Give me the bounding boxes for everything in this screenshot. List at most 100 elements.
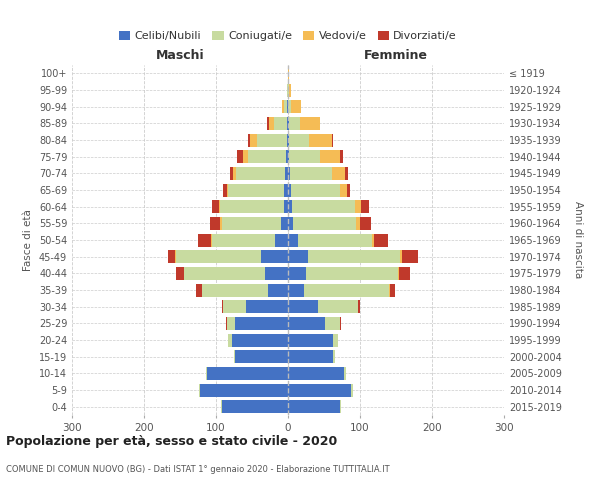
Text: Maschi: Maschi: [155, 48, 205, 62]
Bar: [389, 284, 395, 296]
Bar: [234, 350, 235, 363]
Bar: [332, 134, 334, 146]
Bar: [246, 300, 288, 313]
Bar: [288, 134, 289, 146]
Bar: [340, 317, 341, 330]
Bar: [288, 100, 291, 113]
Bar: [235, 317, 288, 330]
Bar: [292, 200, 355, 213]
Bar: [289, 134, 309, 146]
Bar: [287, 134, 288, 146]
Bar: [208, 367, 288, 380]
Bar: [352, 384, 353, 396]
Bar: [304, 284, 389, 296]
Bar: [340, 400, 341, 413]
Bar: [198, 234, 211, 246]
Bar: [358, 300, 360, 313]
Bar: [289, 84, 291, 96]
Bar: [402, 250, 418, 263]
Bar: [318, 300, 358, 313]
Bar: [275, 234, 288, 246]
Bar: [284, 100, 287, 113]
Bar: [274, 117, 287, 130]
Bar: [233, 167, 236, 180]
Bar: [288, 167, 290, 180]
Bar: [248, 134, 250, 146]
Bar: [371, 234, 374, 246]
Bar: [285, 167, 288, 180]
Bar: [361, 200, 370, 213]
Bar: [355, 200, 361, 213]
Bar: [226, 317, 227, 330]
Bar: [202, 284, 268, 296]
Bar: [340, 184, 347, 196]
Bar: [288, 384, 352, 396]
Text: Popolazione per età, sesso e stato civile - 2020: Popolazione per età, sesso e stato civil…: [6, 435, 337, 448]
Bar: [398, 267, 399, 280]
Bar: [212, 200, 219, 213]
Bar: [281, 217, 288, 230]
Bar: [400, 250, 402, 263]
Bar: [223, 300, 246, 313]
Bar: [222, 300, 223, 313]
Bar: [176, 250, 260, 263]
Bar: [284, 200, 288, 213]
Bar: [399, 267, 410, 280]
Bar: [347, 184, 350, 196]
Bar: [237, 150, 242, 163]
Bar: [269, 117, 274, 130]
Bar: [242, 150, 248, 163]
Bar: [267, 117, 269, 130]
Bar: [206, 367, 208, 380]
Bar: [288, 284, 304, 296]
Bar: [248, 150, 286, 163]
Bar: [227, 184, 228, 196]
Bar: [356, 217, 360, 230]
Bar: [284, 184, 288, 196]
Bar: [230, 167, 233, 180]
Bar: [308, 250, 400, 263]
Bar: [320, 150, 340, 163]
Bar: [222, 400, 288, 413]
Bar: [288, 234, 298, 246]
Bar: [260, 250, 288, 263]
Bar: [288, 117, 289, 130]
Bar: [306, 267, 398, 280]
Bar: [288, 67, 289, 80]
Bar: [288, 184, 291, 196]
Text: Femmine: Femmine: [364, 48, 428, 62]
Bar: [298, 234, 371, 246]
Bar: [219, 200, 220, 213]
Bar: [220, 217, 222, 230]
Bar: [168, 250, 175, 263]
Bar: [288, 267, 306, 280]
Bar: [288, 200, 292, 213]
Bar: [299, 117, 320, 130]
Bar: [250, 134, 257, 146]
Bar: [281, 100, 284, 113]
Bar: [227, 317, 235, 330]
Bar: [340, 150, 343, 163]
Y-axis label: Anni di nascita: Anni di nascita: [573, 202, 583, 278]
Bar: [332, 350, 335, 363]
Bar: [293, 217, 356, 230]
Bar: [344, 367, 346, 380]
Bar: [291, 100, 301, 113]
Bar: [236, 167, 285, 180]
Bar: [291, 184, 340, 196]
Bar: [288, 317, 325, 330]
Bar: [212, 234, 275, 246]
Bar: [265, 267, 288, 280]
Bar: [232, 334, 288, 346]
Bar: [288, 84, 289, 96]
Bar: [220, 200, 284, 213]
Text: COMUNE DI COMUN NUOVO (BG) - Dati ISTAT 1° gennaio 2020 - Elaborazione TUTTITALI: COMUNE DI COMUN NUOVO (BG) - Dati ISTAT …: [6, 465, 389, 474]
Bar: [289, 117, 299, 130]
Bar: [175, 250, 176, 263]
Bar: [325, 317, 340, 330]
Y-axis label: Fasce di età: Fasce di età: [23, 209, 33, 271]
Bar: [228, 334, 232, 346]
Bar: [287, 100, 288, 113]
Bar: [176, 267, 184, 280]
Bar: [288, 250, 308, 263]
